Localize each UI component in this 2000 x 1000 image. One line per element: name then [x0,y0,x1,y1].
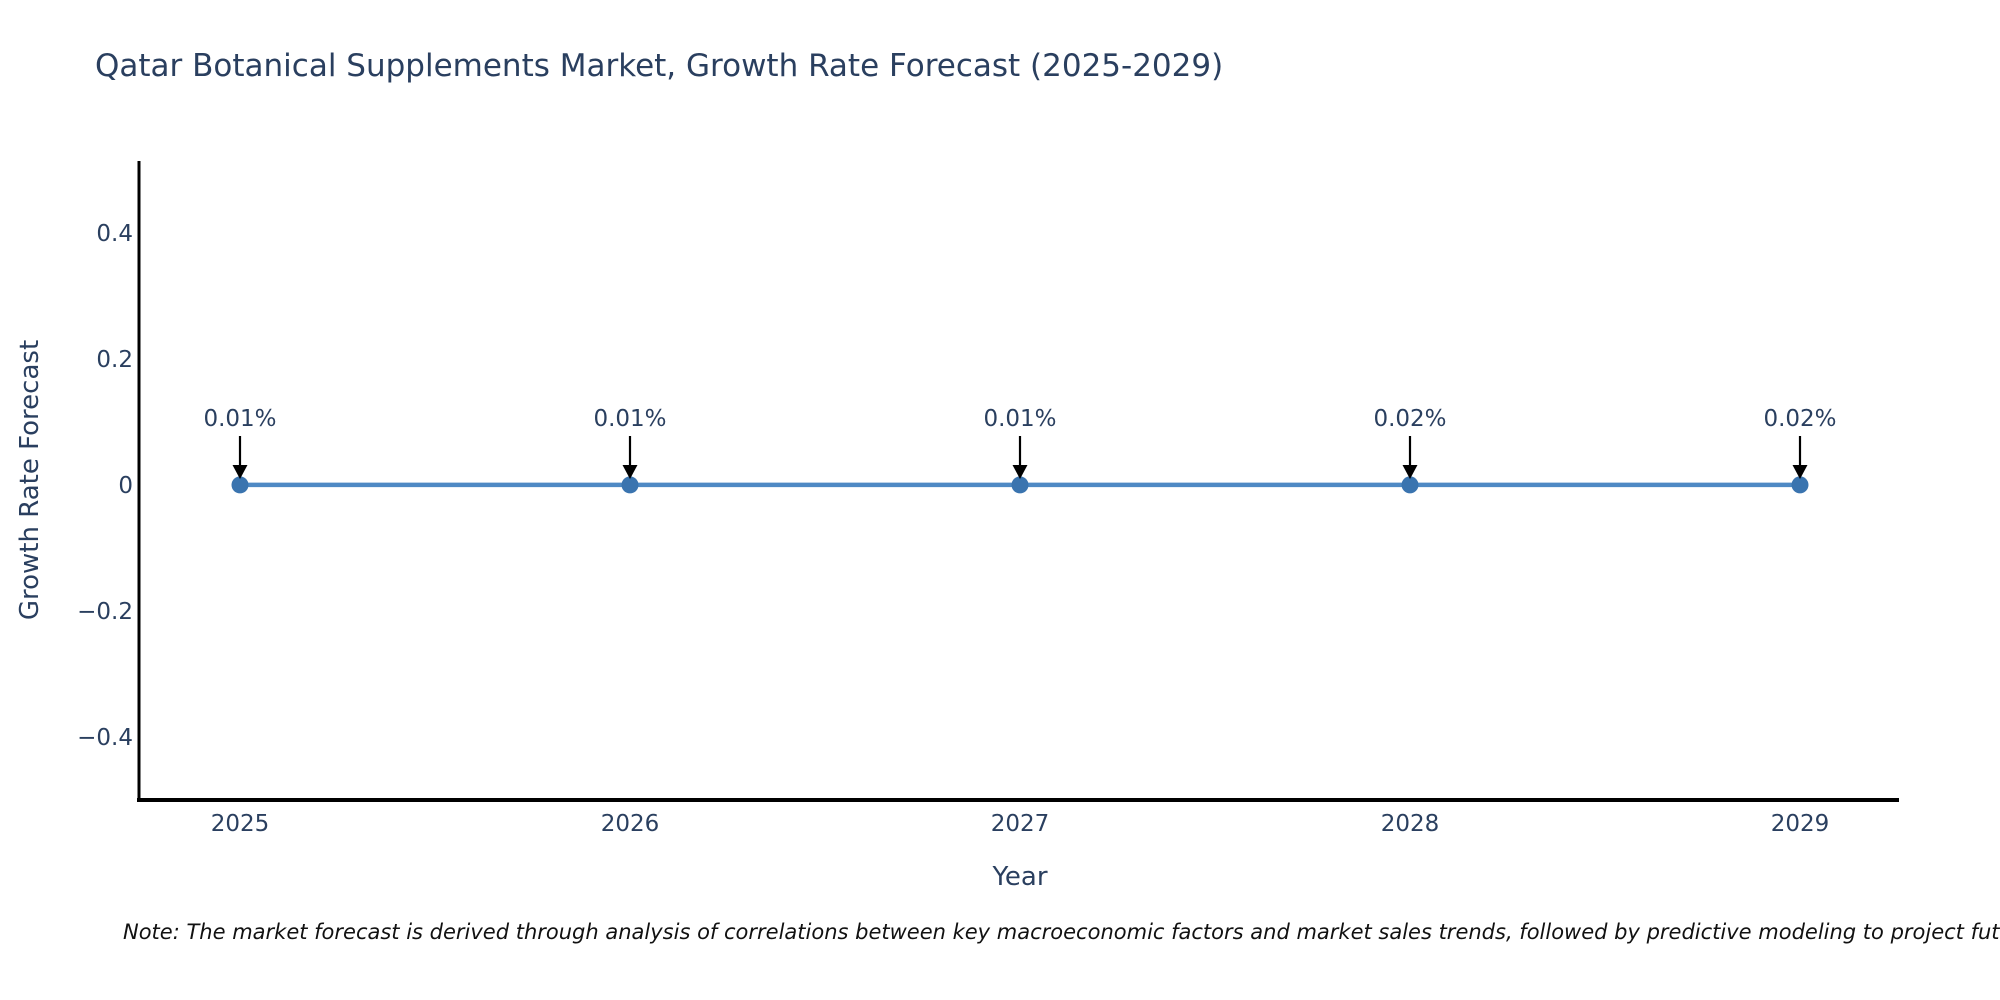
point-annotation-label: 0.01% [593,406,666,432]
annotation-arrowhead [1012,465,1028,479]
annotation-arrowhead [1792,465,1808,479]
x-tick-label: 2029 [1771,811,1830,837]
data-point [1791,476,1809,494]
x-tick-label: 2027 [991,811,1050,837]
point-annotation-label: 0.02% [1763,406,1836,432]
y-tick-label: −0.2 [77,599,133,625]
y-tick-label: 0 [118,473,133,499]
point-annotation-label: 0.01% [203,406,276,432]
y-tick-label: 0.4 [96,221,133,247]
data-point [1011,476,1029,494]
data-point [231,476,249,494]
data-point [621,476,639,494]
x-axis-title: Year [992,862,1048,892]
x-tick-label: 2026 [601,811,660,837]
annotation-arrowhead [232,465,248,479]
footnote-text: Note: The market forecast is derived thr… [123,920,2000,944]
annotation-arrowhead [1402,465,1418,479]
x-tick-label: 2028 [1381,811,1440,837]
y-tick-label: 0.2 [96,347,133,373]
chart-title: Qatar Botanical Supplements Market, Grow… [95,48,1224,84]
data-point [1401,476,1419,494]
x-tick-label: 2025 [211,811,270,837]
annotation-arrowhead [622,465,638,479]
point-annotation-label: 0.01% [983,406,1056,432]
point-annotation-label: 0.02% [1373,406,1446,432]
y-tick-label: −0.4 [77,725,133,751]
